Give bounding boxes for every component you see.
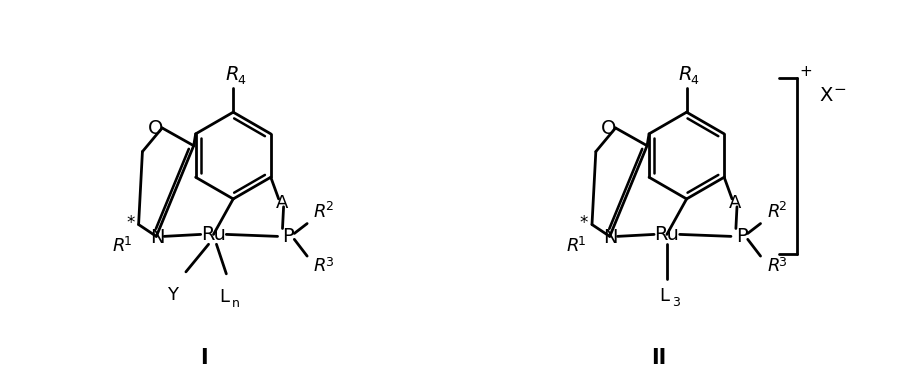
Text: −: − <box>833 82 845 97</box>
Text: P: P <box>736 227 747 246</box>
Text: 4: 4 <box>237 74 245 87</box>
Text: R: R <box>313 257 326 275</box>
Text: 3: 3 <box>672 296 680 309</box>
Text: 1: 1 <box>577 235 585 248</box>
Text: 2: 2 <box>325 200 332 213</box>
Text: N: N <box>604 228 618 247</box>
Text: A: A <box>275 194 288 212</box>
Text: O: O <box>601 120 617 139</box>
Text: 4: 4 <box>691 74 698 87</box>
Text: *: * <box>580 214 588 231</box>
Text: Ru: Ru <box>201 225 226 244</box>
Text: *: * <box>126 214 135 231</box>
Text: R: R <box>566 237 578 255</box>
Text: I: I <box>200 348 207 368</box>
Text: R: R <box>767 257 780 275</box>
Text: L: L <box>659 288 669 305</box>
Text: Ru: Ru <box>655 225 679 244</box>
Text: P: P <box>282 227 294 246</box>
Text: 1: 1 <box>123 235 132 248</box>
Text: II: II <box>651 348 666 368</box>
Text: L: L <box>220 288 230 307</box>
Text: R: R <box>679 65 693 84</box>
Text: X: X <box>820 86 834 105</box>
Text: R: R <box>225 65 239 84</box>
Text: 3: 3 <box>778 257 786 269</box>
Text: R: R <box>313 203 326 221</box>
Text: 3: 3 <box>325 257 332 269</box>
Text: 2: 2 <box>778 200 786 213</box>
Text: +: + <box>800 64 813 79</box>
Text: n: n <box>232 297 240 310</box>
Text: O: O <box>148 120 163 139</box>
Text: R: R <box>113 237 125 255</box>
Text: A: A <box>729 194 741 212</box>
Text: R: R <box>767 203 780 221</box>
Text: N: N <box>150 228 164 247</box>
Text: Y: Y <box>166 286 178 303</box>
